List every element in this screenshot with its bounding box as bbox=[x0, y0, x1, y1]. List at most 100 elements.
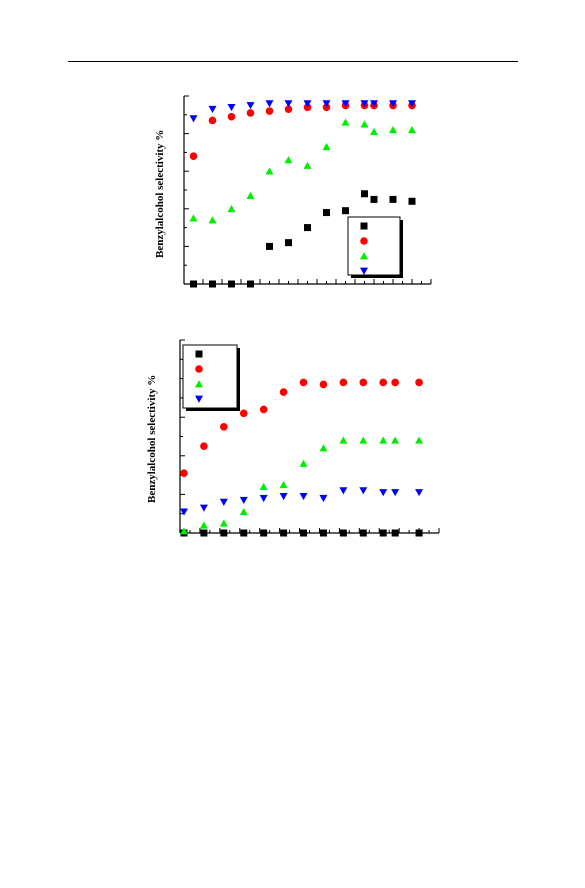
chart-top-series-2-point bbox=[265, 107, 274, 115]
chart-top-series-3-point bbox=[360, 120, 369, 128]
chart-bottom-legend-marker-3 bbox=[195, 380, 203, 388]
chart-top-series-4-point bbox=[265, 100, 274, 108]
chart-bottom-series-2-point bbox=[180, 469, 188, 477]
chart-bottom-series-4-point bbox=[299, 493, 308, 501]
chart-bottom-series-4-point bbox=[359, 487, 368, 495]
chart-top-series-3-point bbox=[389, 126, 397, 134]
chart-top-series-1-point bbox=[285, 239, 292, 247]
chart-top-series-3-point bbox=[322, 142, 331, 151]
chart-bottom-series-3-point bbox=[179, 527, 188, 535]
chart-bottom-series-2-point bbox=[239, 409, 248, 418]
chart-top-series-1-point bbox=[209, 280, 216, 288]
chart-bottom-series-3-point bbox=[199, 521, 208, 529]
chart-top-series-3-point bbox=[303, 161, 312, 169]
chart-top-series-4-point bbox=[322, 100, 331, 108]
chart-top-series-1-point bbox=[304, 224, 311, 232]
chart-top-legend-marker-2 bbox=[360, 237, 368, 245]
chart-top-series-1-point bbox=[342, 207, 349, 215]
chart-bottom-series-2-point bbox=[220, 423, 228, 431]
chart-top: Benzylalcohol selectivity % bbox=[154, 95, 432, 288]
chart-top-series-4-point bbox=[370, 100, 378, 108]
chart-bottom-series-4-point bbox=[239, 496, 248, 505]
chart-top-series-1-point bbox=[247, 280, 254, 288]
chart-bottom-series-2-point bbox=[279, 388, 288, 396]
chart-bottom-series-3-point bbox=[279, 480, 288, 489]
chart-bottom-series-4-point bbox=[219, 498, 228, 506]
chart-top-legend-box bbox=[347, 216, 401, 276]
chart-top-series-1-point bbox=[361, 190, 368, 198]
chart-bottom-series-1-point bbox=[379, 529, 387, 537]
chart-bottom-series-3-point bbox=[319, 444, 328, 452]
chart-bottom-legend bbox=[182, 344, 240, 411]
chart-top-y-axis-label: Benzylalcohol selectivity % bbox=[154, 130, 166, 258]
chart-bottom-series-1-point bbox=[200, 529, 208, 537]
chart-bottom-series-1-point bbox=[280, 529, 288, 537]
chart-bottom-series-2-point bbox=[259, 405, 268, 414]
chart-top-legend-marker-4 bbox=[360, 267, 368, 275]
chart-bottom-series-1-point bbox=[300, 529, 308, 537]
chart-bottom-legend-box bbox=[182, 344, 238, 409]
chart-bottom-series-2-point bbox=[379, 378, 388, 387]
chart-bottom-series-4-point bbox=[379, 489, 388, 497]
chart-bottom-series-4-point bbox=[415, 489, 424, 497]
chart-top-series-1-point bbox=[228, 280, 235, 288]
chart-top-series-1-point bbox=[408, 197, 416, 205]
chart-bottom-series-4-point bbox=[259, 494, 268, 503]
chart-bottom-series-1-point bbox=[339, 529, 347, 537]
chart-top-series-4-point bbox=[303, 100, 312, 108]
chart-top-series-3-point bbox=[227, 204, 236, 213]
chart-top-series-4-point bbox=[246, 102, 255, 110]
chart-top-series-2-point bbox=[284, 105, 293, 113]
chart-bottom-series-2-point bbox=[319, 380, 328, 389]
chart-bottom-series-3-point bbox=[219, 519, 228, 527]
chart-bottom-series-3-point bbox=[415, 436, 424, 444]
chart-top-series-4-point bbox=[284, 100, 293, 108]
chart-bottom-series-1-point bbox=[391, 529, 399, 537]
chart-bottom-series-4-point bbox=[179, 508, 188, 516]
chart-top-series-1-point bbox=[389, 195, 397, 203]
chart-top-series-4-point bbox=[227, 103, 236, 112]
chart-bottom-series-3-point bbox=[259, 482, 268, 491]
chart-top-series-1-point bbox=[370, 195, 378, 203]
chart-top-legend-marker-1 bbox=[360, 222, 368, 230]
chart-bottom-series-1-point bbox=[319, 529, 327, 537]
chart-bottom-series-1-point bbox=[220, 529, 228, 537]
chart-bottom-series-1-point bbox=[359, 529, 367, 537]
chart-bottom-series-2-point bbox=[391, 378, 399, 387]
chart-bottom-series-2-point bbox=[359, 378, 368, 387]
chart-bottom-series-2-point bbox=[415, 378, 423, 387]
chart-bottom-series-1-point bbox=[415, 529, 423, 537]
chart-top-series-3-point bbox=[246, 191, 255, 199]
chart-bottom-series-4-point bbox=[391, 489, 400, 497]
chart-top-series-4-point bbox=[208, 105, 217, 113]
chart-top-series-3-point bbox=[370, 127, 378, 136]
chart-top-series-2-point bbox=[246, 109, 255, 117]
chart-top-series-4-point bbox=[189, 115, 198, 123]
chart-bottom: Benzylalcohol selectivity % bbox=[146, 339, 440, 537]
chart-top-series-4-point bbox=[360, 100, 369, 108]
chart-bottom-series-2-point bbox=[339, 378, 348, 387]
chart-top-series-3-point bbox=[189, 214, 198, 222]
chart-top-series-2-point bbox=[189, 152, 198, 160]
chart-top-axes bbox=[183, 95, 432, 285]
chart-bottom-legend-marker-2 bbox=[195, 365, 203, 373]
chart-bottom-series-3-point bbox=[359, 436, 368, 444]
chart-top-series-2-point bbox=[208, 116, 217, 125]
chart-bottom-series-2-point bbox=[299, 378, 308, 387]
chart-bottom-series-1-point bbox=[240, 529, 248, 537]
chart-top-legend bbox=[347, 216, 403, 278]
chart-top-series-3-point bbox=[341, 118, 350, 126]
page-header-rule bbox=[68, 61, 518, 62]
chart-top-series-3-point bbox=[265, 167, 274, 175]
chart-top-legend-marker-3 bbox=[360, 252, 368, 260]
chart-top-series-1-point bbox=[323, 209, 330, 217]
chart-bottom-marks bbox=[179, 378, 424, 537]
chart-bottom-series-3-point bbox=[339, 436, 348, 444]
chart-bottom-series-4-point bbox=[319, 494, 328, 503]
chart-bottom-series-4-point bbox=[199, 504, 208, 512]
chart-top-series-1-point bbox=[190, 280, 197, 288]
chart-top-series-4-point bbox=[408, 100, 416, 108]
chart-bottom-series-4-point bbox=[279, 493, 288, 501]
chart-top-series-3-point bbox=[408, 126, 416, 134]
chart-bottom-series-3-point bbox=[379, 436, 388, 444]
